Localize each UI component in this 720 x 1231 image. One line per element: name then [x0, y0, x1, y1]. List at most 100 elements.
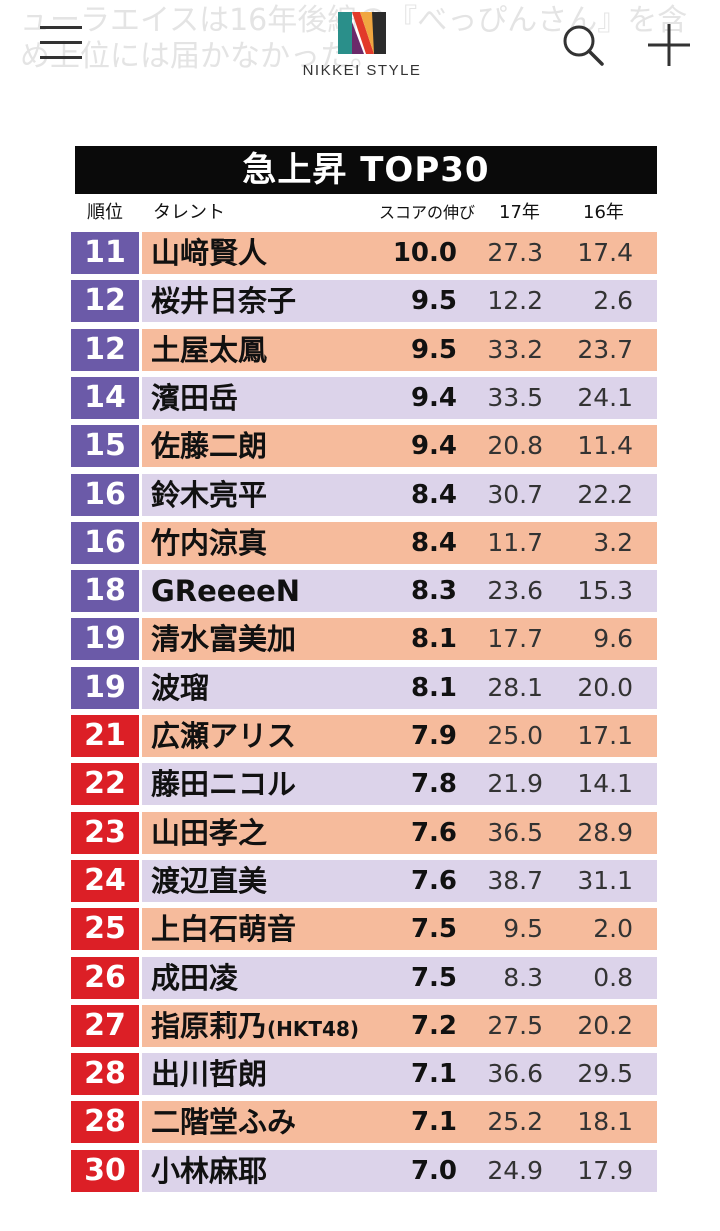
talent-name-main: 清水富美加	[151, 622, 297, 657]
talent-name: 渡辺直美	[151, 860, 267, 902]
score-2017: 12.2	[487, 286, 543, 316]
score-2016: 14.1	[577, 769, 633, 799]
table-row: 21 広瀬アリス 7.9 25.0 17.1	[71, 715, 657, 757]
table-row: 16 竹内涼真 8.4 11.7 3.2	[71, 521, 657, 564]
score-growth: 7.9	[410, 721, 457, 751]
search-icon[interactable]	[560, 22, 606, 68]
row-band	[142, 956, 657, 999]
score-growth: 7.5	[410, 962, 457, 993]
table-row: 22 藤田ニコル 7.8 21.9 14.1	[71, 763, 657, 806]
score-2017: 27.3	[487, 238, 543, 267]
rank-badge: 21	[71, 715, 139, 757]
table-row: 12 桜井日奈子 9.5 12.2 2.6	[71, 280, 657, 323]
score-2017: 27.5	[487, 1010, 543, 1040]
talent-name-main: 渡辺直美	[151, 863, 268, 898]
talent-name: 濱田岳	[151, 377, 238, 419]
score-growth: 9.5	[410, 334, 457, 365]
score-2016: 28.9	[577, 817, 633, 847]
rank-badge: 11	[71, 232, 139, 274]
row-band	[142, 328, 657, 371]
score-growth: 7.1	[410, 1107, 457, 1138]
talent-name-main: 土屋太鳳	[151, 332, 268, 367]
talent-name-main: 藤田ニコル	[151, 767, 297, 802]
talent-name: 二階堂ふみ	[151, 1101, 296, 1143]
talent-name: 山﨑賢人	[151, 232, 267, 274]
talent-name-main: 桜井日奈子	[151, 284, 297, 319]
score-2016: 23.7	[577, 334, 633, 364]
score-growth: 9.4	[410, 382, 457, 413]
row-band	[142, 473, 657, 516]
score-2017: 23.6	[487, 576, 543, 606]
score-2016: 18.1	[577, 1107, 633, 1137]
score-growth: 7.6	[410, 817, 457, 848]
score-2016: 29.5	[577, 1059, 633, 1089]
score-2017: 36.5	[487, 817, 543, 847]
score-growth: 7.0	[410, 1155, 457, 1186]
rank-badge: 15	[71, 425, 139, 468]
plus-icon[interactable]	[646, 22, 692, 68]
score-2016: 20.2	[577, 1010, 633, 1040]
talent-name: 小林麻耶	[151, 1150, 267, 1192]
score-2016: 0.8	[593, 962, 633, 992]
talent-name: 土屋太鳳	[151, 329, 267, 371]
row-band	[142, 1101, 657, 1144]
score-2016: 3.2	[593, 527, 633, 557]
rank-badge: 14	[71, 376, 139, 419]
score-2017: 33.5	[487, 382, 543, 412]
talent-name: 佐藤二朗	[151, 425, 267, 467]
nikkei-style-logo[interactable]: NIKKEI STYLE	[295, 8, 429, 88]
hamburger-menu-icon[interactable]	[40, 24, 82, 62]
rank-badge: 26	[71, 956, 139, 999]
talent-name: 竹内涼真	[151, 522, 267, 564]
talent-name-suffix: (HKT48)	[267, 1016, 360, 1041]
talent-name: 清水富美加	[151, 618, 296, 660]
score-2016: 15.3	[577, 576, 633, 606]
rank-badge: 30	[71, 1149, 139, 1192]
score-2017: 20.8	[487, 431, 543, 461]
talent-name-main: 波瑠	[151, 670, 210, 705]
table-row: 14 濱田岳 9.4 33.5 24.1	[71, 376, 657, 419]
row-band	[142, 1053, 657, 1096]
table-title: 急上昇 TOP30	[75, 146, 657, 194]
score-2016: 17.1	[577, 721, 633, 750]
row-band	[142, 425, 657, 468]
score-growth: 7.2	[410, 1010, 457, 1041]
column-header-17: 17年	[499, 202, 540, 223]
table-row: 26 成田凌 7.5 8.3 0.8	[71, 956, 657, 999]
talent-name-main: 竹内涼真	[151, 525, 268, 560]
table-row: 18 GReeeeN 8.3 23.6 15.3	[71, 570, 657, 613]
row-band	[142, 908, 657, 951]
talent-name: 鈴木亮平	[151, 474, 267, 516]
talent-name: 指原莉乃(HKT48)	[151, 1005, 359, 1047]
talent-name-main: 山田孝之	[151, 815, 268, 850]
table-row: 23 山田孝之 7.6 36.5 28.9	[71, 811, 657, 854]
talent-name-main: 指原莉乃	[151, 1008, 268, 1043]
score-growth: 10.0	[392, 238, 457, 268]
score-2016: 2.0	[593, 914, 633, 944]
talent-name-main: 二階堂ふみ	[151, 1105, 297, 1140]
rank-badge: 28	[71, 1053, 139, 1096]
column-header-score: スコアの伸び	[379, 203, 476, 222]
score-growth: 7.6	[410, 865, 457, 896]
talent-name-main: 小林麻耶	[151, 1153, 268, 1188]
rank-badge: 16	[71, 521, 139, 564]
table-row: 12 土屋太鳳 9.5 33.2 23.7	[71, 328, 657, 371]
row-band	[142, 811, 657, 854]
score-2017: 30.7	[487, 479, 543, 509]
column-header-16: 16年	[583, 202, 624, 223]
score-2017: 25.2	[487, 1107, 543, 1137]
row-band	[142, 521, 657, 564]
talent-name-main: GReeeeN	[151, 574, 301, 609]
table-row: 24 渡辺直美 7.6 38.7 31.1	[71, 859, 657, 902]
rank-badge: 12	[71, 280, 139, 323]
score-2017: 25.0	[487, 721, 543, 750]
score-2017: 24.9	[487, 1155, 543, 1185]
talent-name: 上白石萌音	[151, 908, 296, 950]
score-2017: 9.5	[503, 914, 543, 944]
table-row: 15 佐藤二朗 9.4 20.8 11.4	[71, 425, 657, 468]
score-2017: 17.7	[487, 624, 543, 654]
table-row: 19 波瑠 8.1 28.1 20.0	[71, 666, 657, 709]
score-2017: 28.1	[487, 672, 543, 702]
talent-name-main: 鈴木亮平	[151, 477, 268, 512]
column-header-talent: タレント	[153, 202, 225, 223]
